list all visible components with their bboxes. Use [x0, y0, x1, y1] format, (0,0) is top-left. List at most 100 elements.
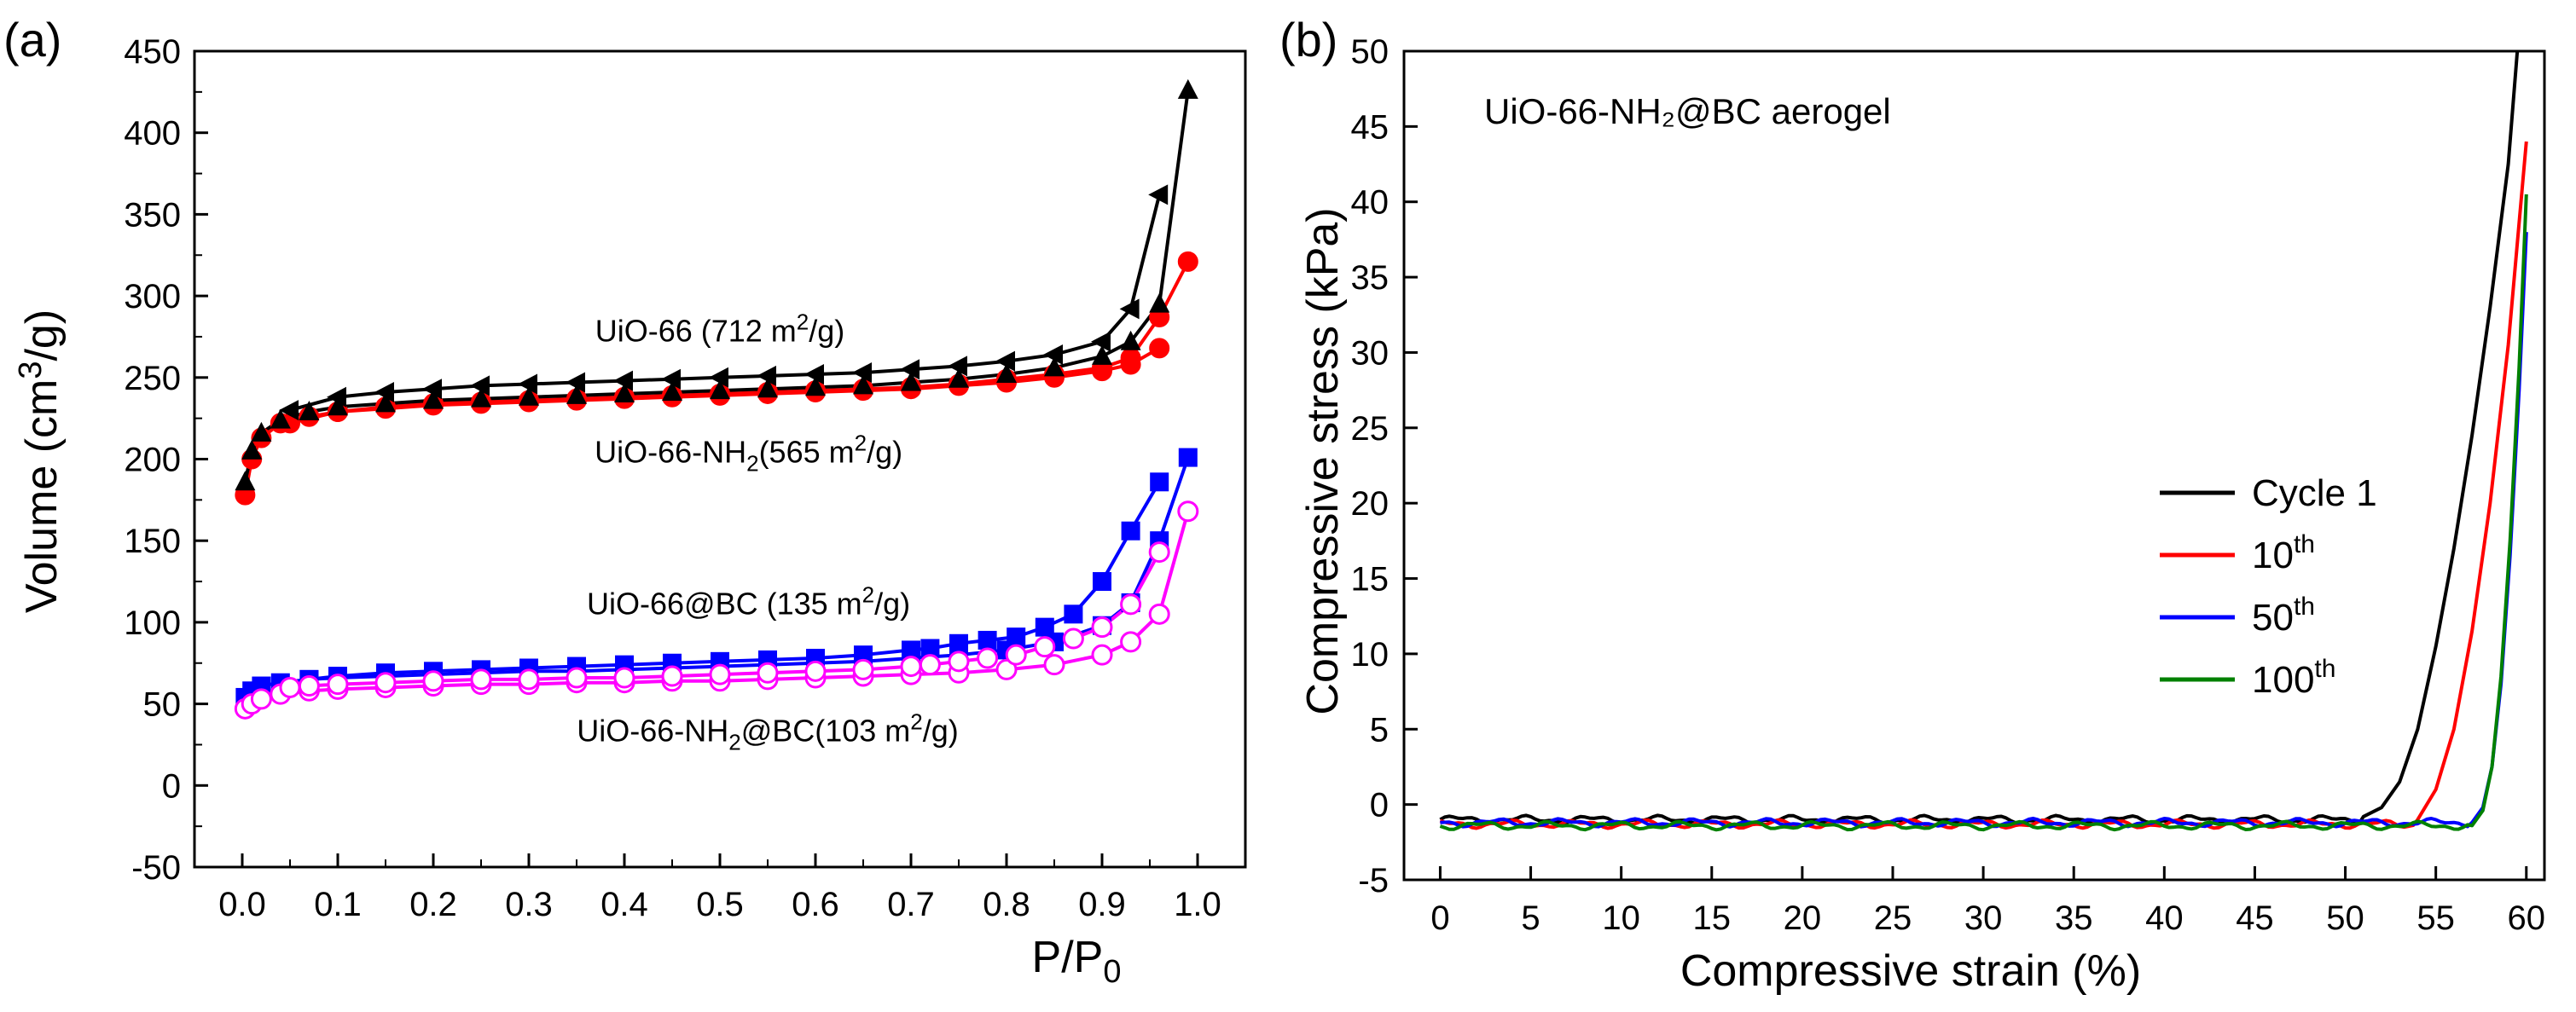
- data-point: [948, 356, 967, 377]
- chart-title-b: UiO-66-NH₂@BC aerogel: [1484, 91, 1891, 131]
- x-tick-label-b: 55: [2416, 899, 2455, 937]
- y-tick-label-b: 30: [1351, 334, 1390, 372]
- y-tick-label-a: 100: [124, 604, 181, 642]
- data-point: [518, 373, 537, 395]
- data-point: [251, 421, 272, 442]
- data-point: [709, 367, 728, 388]
- data-point: [804, 363, 824, 385]
- data-point: [978, 630, 997, 650]
- data-point: [996, 362, 1017, 383]
- x-tick-label-b: 35: [2055, 899, 2093, 937]
- data-point: [374, 382, 394, 403]
- data-point: [1092, 344, 1112, 365]
- series: [1439, 194, 2528, 832]
- data-point: [948, 651, 970, 673]
- data-point: [422, 670, 444, 692]
- data-point: [1093, 572, 1111, 592]
- data-point: [1149, 292, 1170, 313]
- data-point: [920, 639, 940, 658]
- data-point: [709, 663, 731, 685]
- x-tick-label-a: 0.1: [314, 886, 362, 923]
- y-tick-label-a: -50: [131, 849, 181, 887]
- data-point: [1120, 631, 1142, 653]
- legend-label: 50th: [2252, 593, 2315, 639]
- data-point: [977, 647, 999, 669]
- y-tick-label-a: 300: [124, 278, 181, 315]
- data-point: [1149, 338, 1170, 359]
- data-point: [328, 396, 348, 416]
- data-point: [661, 665, 683, 687]
- data-point: [1005, 644, 1027, 666]
- data-point: [423, 389, 444, 409]
- data-point: [919, 654, 941, 676]
- x-tick-label-a: 1.0: [1174, 886, 1221, 923]
- data-point: [613, 370, 633, 391]
- y-tick-label-b: 50: [1351, 33, 1390, 71]
- data-point: [422, 379, 442, 400]
- data-point: [470, 668, 492, 691]
- legend-label: 10th: [2252, 530, 2315, 576]
- x-tick-label-a: 0.9: [1078, 886, 1126, 923]
- data-point: [250, 688, 272, 710]
- data-point: [1043, 654, 1065, 676]
- series: [1440, 232, 2528, 829]
- x-tick-label-b: 25: [1874, 899, 1912, 937]
- data-point: [900, 656, 922, 678]
- x-tick-label-a: 0.0: [218, 886, 266, 923]
- data-point: [1177, 251, 1198, 272]
- panel-label-a: (a): [3, 13, 61, 67]
- data-point: [279, 400, 299, 421]
- y-tick-label-b: -5: [1358, 862, 1389, 899]
- series-markers: [279, 541, 1170, 698]
- panel-label-b: (b): [1279, 13, 1337, 67]
- data-point: [1120, 330, 1141, 350]
- data-point: [1035, 617, 1054, 637]
- data-point: [901, 371, 921, 391]
- data-point: [1091, 616, 1113, 639]
- data-point: [299, 400, 320, 420]
- data-point: [805, 376, 826, 396]
- data-point: [519, 385, 539, 406]
- series: [1439, 51, 2520, 826]
- x-tick-label-a: 0.6: [792, 886, 839, 923]
- annotation: UiO-66 (712 m2/g): [595, 309, 845, 349]
- y-tick-label-b: 40: [1351, 184, 1390, 222]
- legend-b: Cycle 1 10th 50th 100th: [2160, 472, 2377, 701]
- y-tick-label-b: 10: [1351, 636, 1390, 674]
- data-point: [518, 668, 540, 691]
- y-tick-label-b: 0: [1370, 787, 1389, 824]
- y-tick-label-b: 45: [1351, 108, 1390, 146]
- data-point: [471, 387, 491, 408]
- series-markers: [299, 472, 1169, 689]
- data-point: [1119, 298, 1140, 320]
- x-tick-label-b: 5: [1521, 899, 1540, 937]
- y-tick-label-a: 450: [124, 33, 181, 71]
- legend-label: 100th: [2252, 655, 2335, 701]
- x-tick-label-b: 0: [1430, 899, 1449, 937]
- data-point: [566, 667, 588, 689]
- data-point: [995, 658, 1018, 680]
- data-point: [1148, 184, 1169, 205]
- y-tick-label-b: 5: [1370, 711, 1389, 749]
- data-point: [470, 375, 490, 396]
- data-point: [374, 672, 397, 694]
- data-point: [1064, 604, 1083, 624]
- series-line: [1440, 232, 2528, 829]
- data-point: [995, 350, 1015, 372]
- data-point: [757, 378, 778, 398]
- series-line: [1439, 194, 2528, 832]
- y-tick-label-a: 200: [124, 442, 181, 479]
- data-point: [902, 640, 920, 660]
- y-tick-label-a: 350: [124, 196, 181, 234]
- data-point: [1120, 593, 1142, 616]
- data-point: [757, 365, 776, 386]
- data-point: [1007, 627, 1026, 647]
- data-point: [566, 384, 587, 404]
- data-point: [900, 359, 920, 380]
- series-line: [243, 90, 1190, 483]
- y-tick-label-b: 35: [1351, 259, 1390, 297]
- data-point: [613, 667, 635, 689]
- data-point: [804, 660, 827, 682]
- data-point: [710, 379, 730, 400]
